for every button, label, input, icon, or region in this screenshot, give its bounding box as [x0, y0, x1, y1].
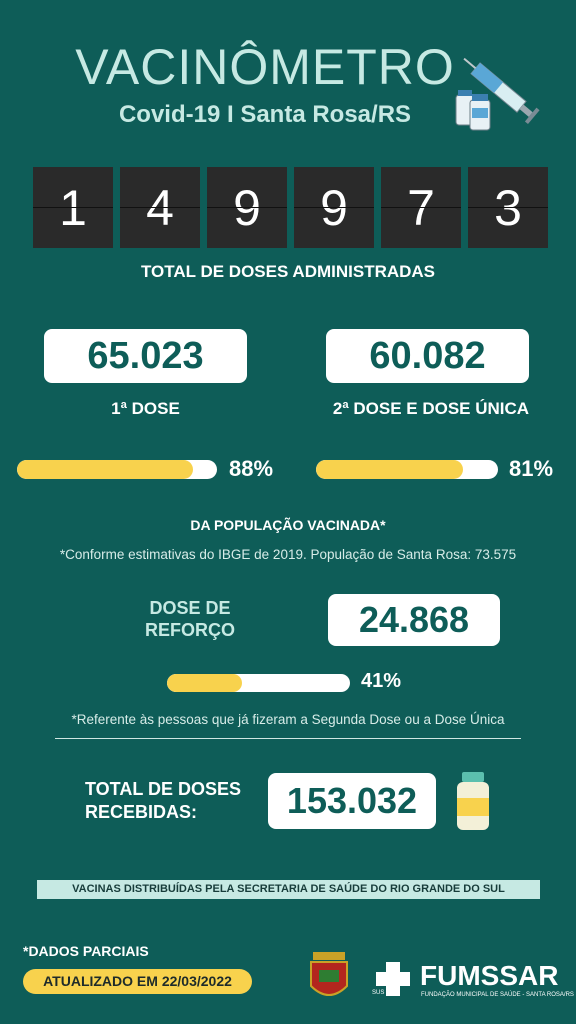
banner: VACINAS DISTRIBUÍDAS PELA SECRETARIA DE …: [37, 880, 540, 899]
label-line: TOTAL DE DOSES: [85, 779, 242, 799]
dose-value: 60.082: [326, 329, 529, 383]
logo-sus: SUS: [372, 990, 385, 996]
progress-track: [167, 674, 350, 692]
counter-digit: 9: [294, 167, 374, 248]
counter-digit: 7: [381, 167, 461, 248]
progress-fill: [17, 460, 193, 479]
counter-digit: 4: [120, 167, 200, 248]
label-line: REFORÇO: [145, 620, 235, 640]
progress-fill: [316, 460, 464, 479]
partial-note: *DADOS PARCIAIS: [23, 943, 149, 959]
label-line: RECEBIDAS:: [85, 802, 198, 822]
population-label: DA POPULAÇÃO VACINADA*: [190, 517, 386, 533]
received-label: TOTAL DE DOSES RECEBIDAS:: [85, 778, 241, 824]
booster-value: 24.868: [328, 594, 500, 646]
logo-name: FUMSSAR: [420, 960, 559, 991]
logo-sub: FUNDAÇÃO MUNICIPAL DE SAÚDE - SANTA ROSA…: [421, 992, 574, 998]
counter-digit: 9: [207, 167, 287, 248]
counter-digit: 3: [468, 167, 548, 248]
progress-track: [316, 460, 498, 479]
dose-label: 1ª DOSE: [111, 399, 180, 418]
dose-label: 2ª DOSE E DOSE ÚNICA: [332, 399, 530, 418]
counter-digit: 1: [33, 167, 113, 248]
label-line: DOSE DE: [149, 598, 231, 618]
subtitle: Covid-19 I Santa Rosa/RS: [118, 101, 412, 128]
dose-value: 65.023: [44, 329, 247, 383]
vial-icon: [457, 772, 489, 830]
divider: [55, 738, 521, 739]
vaccine-icon: [455, 57, 540, 131]
coverage-label: 41%: [361, 670, 402, 692]
received-value: 153.032: [268, 773, 436, 829]
progress-fill: [167, 674, 243, 692]
logo-cross: [376, 962, 410, 996]
population-note: *Conforme estimativas do IBGE de 2019. P…: [59, 547, 517, 562]
booster-label: DOSE DE REFORÇO: [120, 597, 260, 641]
updated-badge: ATUALIZADO EM 22/03/2022: [23, 969, 252, 994]
title: VACINÔMETRO: [75, 39, 455, 95]
progress-track: [17, 460, 217, 479]
coverage-label: 88%: [229, 456, 274, 481]
coverage-label: 81%: [509, 456, 554, 481]
crest-icon: [310, 952, 348, 996]
booster-note: *Referente às pessoas que já fizeram a S…: [71, 712, 505, 727]
counter-label: TOTAL DE DOSES ADMINISTRADAS: [140, 262, 436, 281]
